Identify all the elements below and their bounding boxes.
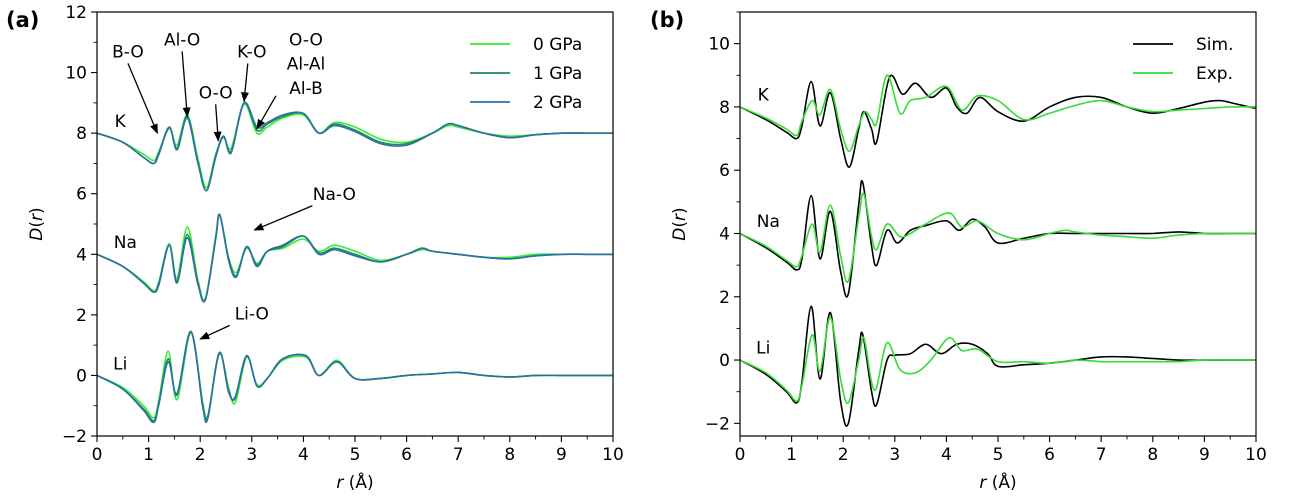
y-tick-label: −2 bbox=[62, 427, 87, 447]
x-tick-label: 8 bbox=[1147, 445, 1158, 465]
series-line-li-exp bbox=[740, 316, 1256, 405]
annotation-o-o: O-O bbox=[289, 30, 323, 50]
legend-label: 0 GPa bbox=[533, 35, 582, 55]
annotation-arrow bbox=[256, 95, 277, 130]
annotation-arrow bbox=[240, 63, 249, 103]
x-tick-label: 2 bbox=[838, 445, 849, 465]
annotation-o-o: O-O bbox=[199, 83, 233, 103]
y-tick-label: 0 bbox=[76, 366, 87, 386]
y-tick-label: 4 bbox=[76, 245, 87, 265]
series-line-li-sim bbox=[740, 305, 1256, 427]
x-tick-label: 10 bbox=[1245, 445, 1267, 465]
x-tick-label: 4 bbox=[941, 445, 952, 465]
y-tick-label: −2 bbox=[705, 414, 730, 434]
x-tick-label: 0 bbox=[92, 445, 103, 465]
x-tick-label: 0 bbox=[735, 445, 746, 465]
x-tick-label: 6 bbox=[401, 445, 412, 465]
annotation-k-o: K-O bbox=[237, 42, 266, 62]
legend-label: Exp. bbox=[1196, 64, 1233, 84]
x-tick-label: 9 bbox=[556, 445, 567, 465]
group-label-li: Li bbox=[756, 339, 770, 359]
series-line-k-2-gpa bbox=[97, 101, 613, 192]
x-axis-label: r (Å) bbox=[336, 471, 373, 493]
y-tick-label: 8 bbox=[719, 98, 730, 118]
annotation-arrow bbox=[181, 51, 191, 118]
y-tick-label: 8 bbox=[76, 124, 87, 144]
series-line-na-2-gpa bbox=[97, 213, 613, 303]
x-tick-label: 3 bbox=[246, 445, 257, 465]
x-tick-label: 8 bbox=[504, 445, 515, 465]
annotation-b-o: B-O bbox=[112, 42, 144, 62]
series-group bbox=[97, 101, 613, 424]
annotation-al-al: Al-Al bbox=[287, 55, 325, 75]
panel-label: (a) bbox=[6, 8, 39, 32]
y-tick-label: 2 bbox=[719, 288, 730, 308]
series-line-li-2-gpa bbox=[97, 330, 613, 424]
group-label-li: Li bbox=[113, 354, 127, 374]
x-axis-label: r (Å) bbox=[979, 471, 1016, 493]
x-tick-label: 1 bbox=[786, 445, 797, 465]
group-label-na: Na bbox=[757, 212, 780, 232]
x-tick-label: 6 bbox=[1044, 445, 1055, 465]
plot-frame bbox=[739, 11, 1257, 437]
x-tick-label: 7 bbox=[1096, 445, 1107, 465]
annotation-arrow bbox=[253, 205, 313, 231]
y-axis-label: D(r) bbox=[27, 207, 47, 240]
series-line-k-sim bbox=[740, 74, 1256, 168]
x-tick-label: 9 bbox=[1199, 445, 1210, 465]
annotation-al-b: Al-B bbox=[289, 79, 323, 99]
series-line-na-sim bbox=[740, 180, 1256, 298]
x-tick-label: 2 bbox=[195, 445, 206, 465]
annotation-al-o: Al-O bbox=[164, 30, 200, 50]
y-tick-label: 6 bbox=[76, 185, 87, 205]
series-group bbox=[740, 74, 1256, 427]
legend: Sim. Exp. bbox=[1133, 35, 1233, 84]
legend-label: 2 GPa bbox=[533, 93, 582, 113]
x-tick-label: 4 bbox=[298, 445, 309, 465]
x-tick-label: 7 bbox=[453, 445, 464, 465]
y-tick-label: 2 bbox=[76, 306, 87, 326]
x-tick-label: 1 bbox=[143, 445, 154, 465]
series-line-na-0-gpa bbox=[97, 213, 613, 301]
annotation-arrow bbox=[127, 63, 158, 135]
group-label-k: K bbox=[758, 86, 770, 106]
x-tick-label: 5 bbox=[993, 445, 1004, 465]
y-tick-label: 12 bbox=[65, 3, 87, 23]
y-tick-label: 4 bbox=[719, 224, 730, 244]
panel-label: (b) bbox=[650, 8, 684, 32]
series-line-k-exp bbox=[740, 74, 1256, 153]
y-axis-label: D(r) bbox=[670, 207, 690, 240]
legend-label: Sim. bbox=[1196, 35, 1233, 55]
annotation-na-o: Na-O bbox=[313, 185, 356, 205]
annotation-arrow bbox=[213, 104, 222, 142]
x-tick-label: 10 bbox=[602, 445, 624, 465]
x-tick-label: 5 bbox=[350, 445, 361, 465]
y-tick-label: 10 bbox=[65, 64, 87, 84]
series-line-na-1-gpa bbox=[97, 213, 613, 303]
legend-label: 1 GPa bbox=[533, 64, 582, 84]
group-label-na: Na bbox=[114, 233, 137, 253]
y-tick-label: 0 bbox=[719, 351, 730, 371]
legend: 0 GPa 1 GPa 2 GPa bbox=[470, 35, 582, 113]
annotation-li-o: Li-O bbox=[235, 304, 269, 324]
y-tick-label: 10 bbox=[708, 35, 730, 55]
annotation-arrow bbox=[199, 324, 231, 340]
series-line-na-exp bbox=[740, 192, 1256, 284]
y-tick-label: 6 bbox=[719, 161, 730, 181]
x-tick-label: 3 bbox=[889, 445, 900, 465]
group-label-k: K bbox=[115, 112, 127, 132]
